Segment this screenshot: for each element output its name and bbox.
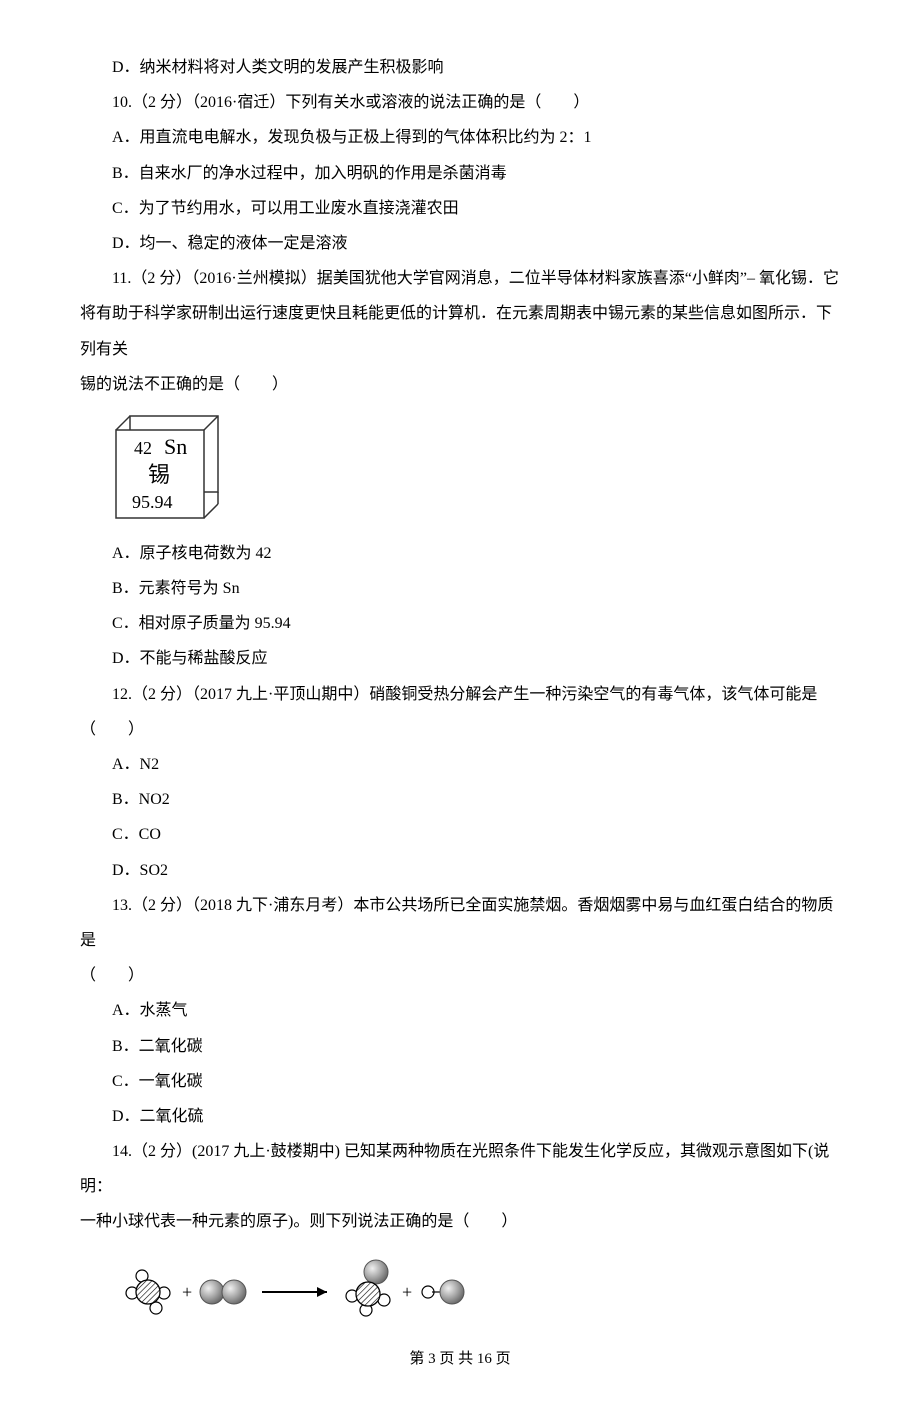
q10-option-d: D．均一、稳定的液体一定是溶液: [80, 226, 840, 261]
q13-option-d: D．二氧化硫: [80, 1099, 840, 1134]
q11-option-b: B．元素符号为 Sn: [80, 571, 840, 606]
plus-2: +: [402, 1282, 412, 1302]
q11-stem-line2: 将有助于科学家研制出运行速度更快且耗能更低的计算机．在元素周期表中锡元素的某些信…: [80, 296, 840, 366]
q13-option-a: A．水蒸气: [80, 993, 840, 1028]
q14-stem-line1: 14.（2 分）(2017 九上·鼓楼期中) 已知某两种物质在光照条件下能发生化…: [80, 1134, 840, 1204]
q10-stem: 10.（2 分）（2016·宿迁）下列有关水或溶液的说法正确的是（ ）: [80, 85, 840, 120]
reactant-1: [126, 1270, 170, 1314]
page-footer: 第 3 页 共 16 页: [80, 1343, 840, 1376]
q13-stem-line1: 13.（2 分）（2018 九下·浦东月考）本市公共场所已全面实施禁烟。香烟烟雾…: [80, 888, 840, 958]
q10-option-c: C．为了节约用水，可以用工业废水直接浇灌农田: [80, 191, 840, 226]
q12-option-b: B．NO2: [80, 782, 840, 817]
q11-option-d: D．不能与稀盐酸反应: [80, 641, 840, 676]
product-1: [346, 1260, 390, 1316]
element-symbol: Sn: [164, 434, 187, 459]
q10-option-a: A．用直流电电解水，发现负极与正极上得到的气体体积比约为 2：1: [80, 120, 840, 155]
q11-element-tile: 42 Sn 锡 95.94: [112, 414, 222, 524]
q12-option-d: D．SO2: [80, 853, 840, 888]
q11-option-c: C．相对原子质量为 95.94: [80, 606, 840, 641]
q9-option-d: D．纳米材料将对人类文明的发展产生积极影响: [80, 50, 840, 85]
element-name: 锡: [148, 462, 170, 487]
q11-stem-line1: 11.（2 分）（2016·兰州模拟）据美国犹他大学官网消息，二位半导体材料家族…: [80, 261, 840, 296]
q13-stem-line2: （ ）: [80, 958, 840, 993]
q12-option-c: C．CO: [80, 817, 840, 852]
q11-option-a: A．原子核电荷数为 42: [80, 536, 840, 571]
product-2: [422, 1280, 464, 1304]
q10-option-b: B．自来水厂的净水过程中，加入明矾的作用是杀菌消毒: [80, 156, 840, 191]
q12-stem: 12.（2 分）（2017 九上·平顶山期中）硝酸铜受热分解会产生一种污染空气的…: [80, 677, 840, 747]
plus-1: +: [182, 1282, 192, 1302]
reaction-arrow: [262, 1287, 327, 1297]
element-mass: 95.94: [132, 492, 173, 512]
q12-option-a: A．N2: [80, 747, 840, 782]
reactant-2: [200, 1280, 246, 1304]
q13-option-b: B．二氧化碳: [80, 1029, 840, 1064]
q11-stem-line3: 锡的说法不正确的是（ ）: [80, 367, 840, 402]
element-number: 42: [134, 438, 152, 458]
q14-reaction-diagram: + +: [112, 1258, 532, 1318]
q13-option-c: C．一氧化碳: [80, 1064, 840, 1099]
q14-stem-line2: 一种小球代表一种元素的原子)。则下列说法正确的是（ ）: [80, 1204, 840, 1239]
